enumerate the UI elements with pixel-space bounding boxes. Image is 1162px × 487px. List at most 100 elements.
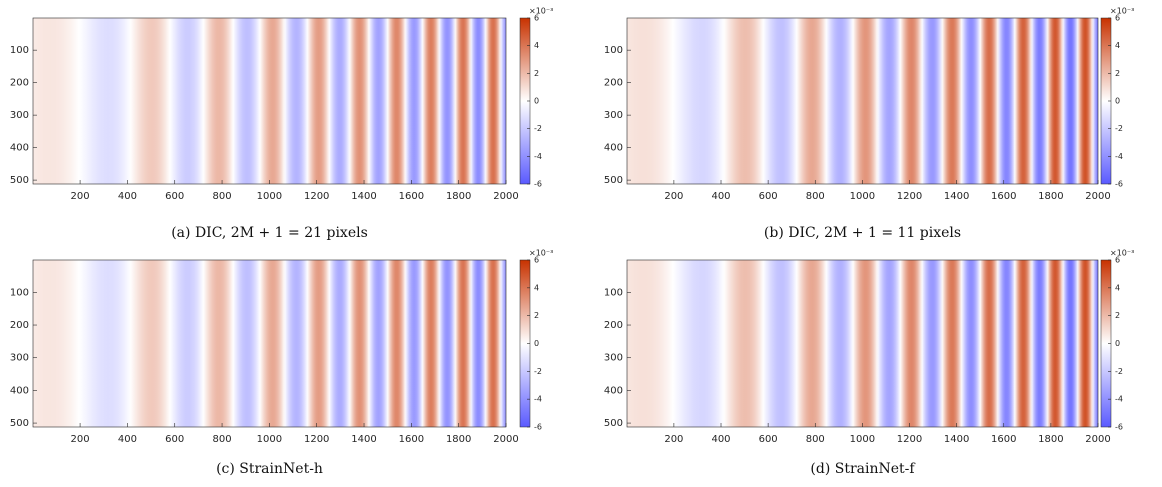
y-tick-label: 300: [10, 353, 29, 364]
colorbar-exponent: ×10⁻³: [529, 7, 553, 16]
x-tick-label: 1800: [1038, 191, 1063, 202]
colorbar-tick-label: -4: [534, 152, 542, 161]
colorbar-tick-label: 4: [1115, 283, 1120, 292]
colorbar-exponent: ×10⁻³: [1110, 249, 1134, 258]
colorbar-tick-label: -6: [534, 423, 542, 432]
y-tick-label: 200: [10, 320, 29, 331]
x-tick-label: 1400: [944, 434, 969, 445]
caption: (d) StrainNet-f: [810, 461, 916, 477]
colorbar-tick-label: 0: [534, 339, 539, 348]
colorbar-tick-label: 0: [1115, 97, 1120, 106]
colorbar-tick-label: 4: [1115, 41, 1120, 50]
caption: (a) DIC, 2M + 1 = 21 pixels: [171, 225, 368, 241]
colorbar-tick-label: 2: [534, 69, 539, 78]
colorbar-tick-label: -4: [1115, 395, 1123, 404]
y-tick-label: 500: [10, 418, 29, 429]
x-tick-label: 400: [711, 434, 730, 445]
x-tick-label: 800: [806, 191, 825, 202]
x-tick-label: 600: [165, 191, 184, 202]
colorbar-exponent: ×10⁻³: [529, 249, 553, 258]
y-tick-label: 400: [10, 385, 29, 396]
y-tick-label: 100: [604, 45, 623, 56]
x-tick-label: 2000: [493, 434, 518, 445]
colorbar-tick-label: -6: [1115, 423, 1123, 432]
x-tick-label: 1400: [351, 434, 376, 445]
colorbar-tick-label: 6: [534, 14, 539, 23]
y-tick-label: 400: [604, 143, 623, 154]
x-tick-label: 200: [71, 191, 90, 202]
x-tick-label: 400: [711, 191, 730, 202]
x-tick-label: 800: [213, 191, 232, 202]
x-tick-label: 2000: [493, 191, 518, 202]
x-tick-label: 1200: [304, 191, 329, 202]
heatmap-image: [33, 18, 506, 184]
colorbar-tick-label: -4: [534, 395, 542, 404]
y-tick-label: 300: [10, 110, 29, 121]
caption: (c) StrainNet-h: [216, 461, 323, 477]
x-tick-label: 1800: [1038, 434, 1063, 445]
y-tick-label: 400: [10, 143, 29, 154]
x-tick-label: 1600: [991, 434, 1016, 445]
x-tick-label: 600: [759, 434, 778, 445]
colorbar-tick-label: 4: [534, 41, 539, 50]
x-tick-label: 1600: [399, 434, 424, 445]
colorbar-exponent: ×10⁻³: [1110, 7, 1134, 16]
x-tick-label: 400: [118, 434, 137, 445]
colorbar-tick-label: 2: [534, 311, 539, 320]
heatmap-image: [627, 18, 1098, 184]
x-tick-label: 2000: [1085, 191, 1110, 202]
y-tick-label: 100: [604, 287, 623, 298]
colorbar-tick-label: 6: [1115, 14, 1120, 23]
colorbar-tick-label: 2: [1115, 69, 1120, 78]
y-tick-label: 200: [604, 320, 623, 331]
y-tick-label: 200: [604, 78, 623, 89]
x-tick-label: 200: [664, 191, 683, 202]
colorbar-tick-label: 0: [1115, 339, 1120, 348]
y-tick-label: 300: [604, 353, 623, 364]
x-tick-label: 800: [806, 434, 825, 445]
heatmap-image: [627, 260, 1098, 427]
colorbar-tick-label: -2: [1115, 124, 1123, 133]
x-tick-label: 1000: [257, 434, 282, 445]
x-tick-label: 1800: [446, 434, 471, 445]
x-tick-label: 1600: [399, 191, 424, 202]
x-tick-label: 1200: [897, 191, 922, 202]
y-tick-label: 300: [604, 110, 623, 121]
y-tick-label: 400: [604, 385, 623, 396]
x-tick-label: 200: [71, 434, 90, 445]
x-tick-label: 1400: [351, 191, 376, 202]
colorbar-tick-label: -2: [534, 124, 542, 133]
colorbar-tick-label: 6: [534, 256, 539, 265]
x-tick-label: 1200: [897, 434, 922, 445]
colorbar-tick-label: -2: [1115, 367, 1123, 376]
y-tick-label: 200: [10, 78, 29, 89]
x-tick-label: 1000: [257, 191, 282, 202]
colorbar-tick-label: -2: [534, 367, 542, 376]
x-tick-label: 1200: [304, 434, 329, 445]
x-tick-label: 1600: [991, 191, 1016, 202]
y-tick-label: 500: [604, 175, 623, 186]
x-tick-label: 2000: [1085, 434, 1110, 445]
x-tick-label: 1400: [944, 191, 969, 202]
heatmap-image: [33, 260, 506, 427]
colorbar-tick-label: 2: [1115, 311, 1120, 320]
x-tick-label: 1000: [850, 191, 875, 202]
colorbar-tick-label: -6: [534, 180, 542, 189]
colorbar-tick-label: 6: [1115, 256, 1120, 265]
x-tick-label: 1800: [446, 191, 471, 202]
y-tick-label: 500: [10, 175, 29, 186]
x-tick-label: 1000: [850, 434, 875, 445]
colorbar-tick-label: -6: [1115, 180, 1123, 189]
x-tick-label: 600: [759, 191, 778, 202]
colorbar-tick-label: -4: [1115, 152, 1123, 161]
y-tick-label: 500: [604, 418, 623, 429]
colorbar-tick-label: 4: [534, 283, 539, 292]
y-tick-label: 100: [10, 287, 29, 298]
x-tick-label: 200: [664, 434, 683, 445]
x-tick-label: 800: [213, 434, 232, 445]
x-tick-label: 600: [165, 434, 184, 445]
y-tick-label: 100: [10, 45, 29, 56]
caption: (b) DIC, 2M + 1 = 11 pixels: [764, 225, 961, 241]
x-tick-label: 400: [118, 191, 137, 202]
